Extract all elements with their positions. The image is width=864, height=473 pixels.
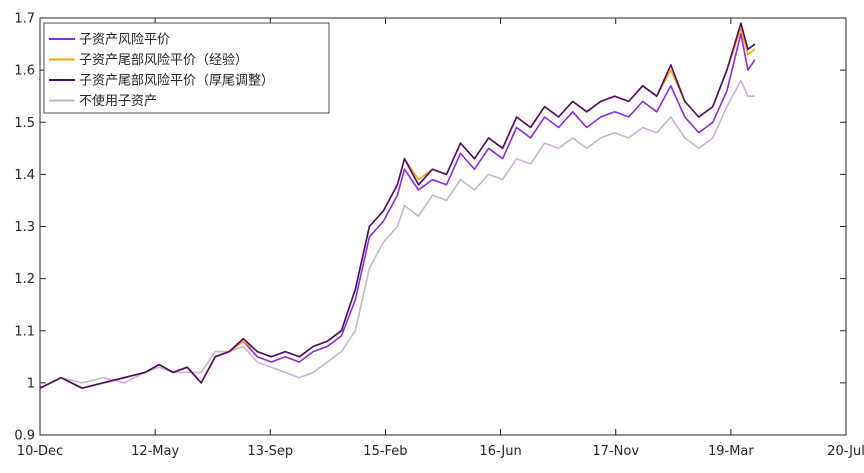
legend-box [43, 22, 330, 114]
x-tick-label: 15-Feb [363, 444, 407, 459]
x-tick-label: 19-Mar [708, 444, 754, 459]
y-tick-label: 1.4 [14, 168, 35, 183]
series-line-2 [39, 22, 756, 389]
legend-label-2: 子资产尾部风险平价（厚尾调整） [79, 74, 274, 89]
x-tick-label: 10-Dec [17, 444, 63, 459]
x-tick-label: 16-Jun [479, 444, 521, 459]
y-tick-label: 1 [27, 376, 35, 391]
series-layer [39, 22, 756, 389]
y-tick-label: 0.9 [14, 429, 35, 444]
y-tick-label: 1.2 [14, 272, 35, 287]
x-tick-label: 12-May [131, 444, 179, 459]
y-tick-label: 1.6 [14, 64, 35, 79]
x-tick-label: 20-Jul [827, 444, 864, 459]
x-tick-label: 17-Nov [592, 444, 639, 459]
x-tick-label: 13-Sep [247, 444, 293, 459]
legend-label-3: 不使用子资产 [79, 93, 157, 109]
tick-layer: 10-Dec 12-May 13-Sep 15-Feb 16-Jun 17-Nov 19-M… [14, 12, 864, 460]
y-tick-label: 1.7 [14, 12, 35, 27]
y-tick-label: 1.5 [14, 116, 35, 131]
legend-label-0: 子资产风险平价 [79, 33, 170, 48]
y-tick-label: 1.3 [14, 220, 35, 235]
legend-label-1: 子资产尾部风险平价（经验） [79, 52, 248, 68]
y-tick-label: 1.1 [14, 324, 35, 339]
